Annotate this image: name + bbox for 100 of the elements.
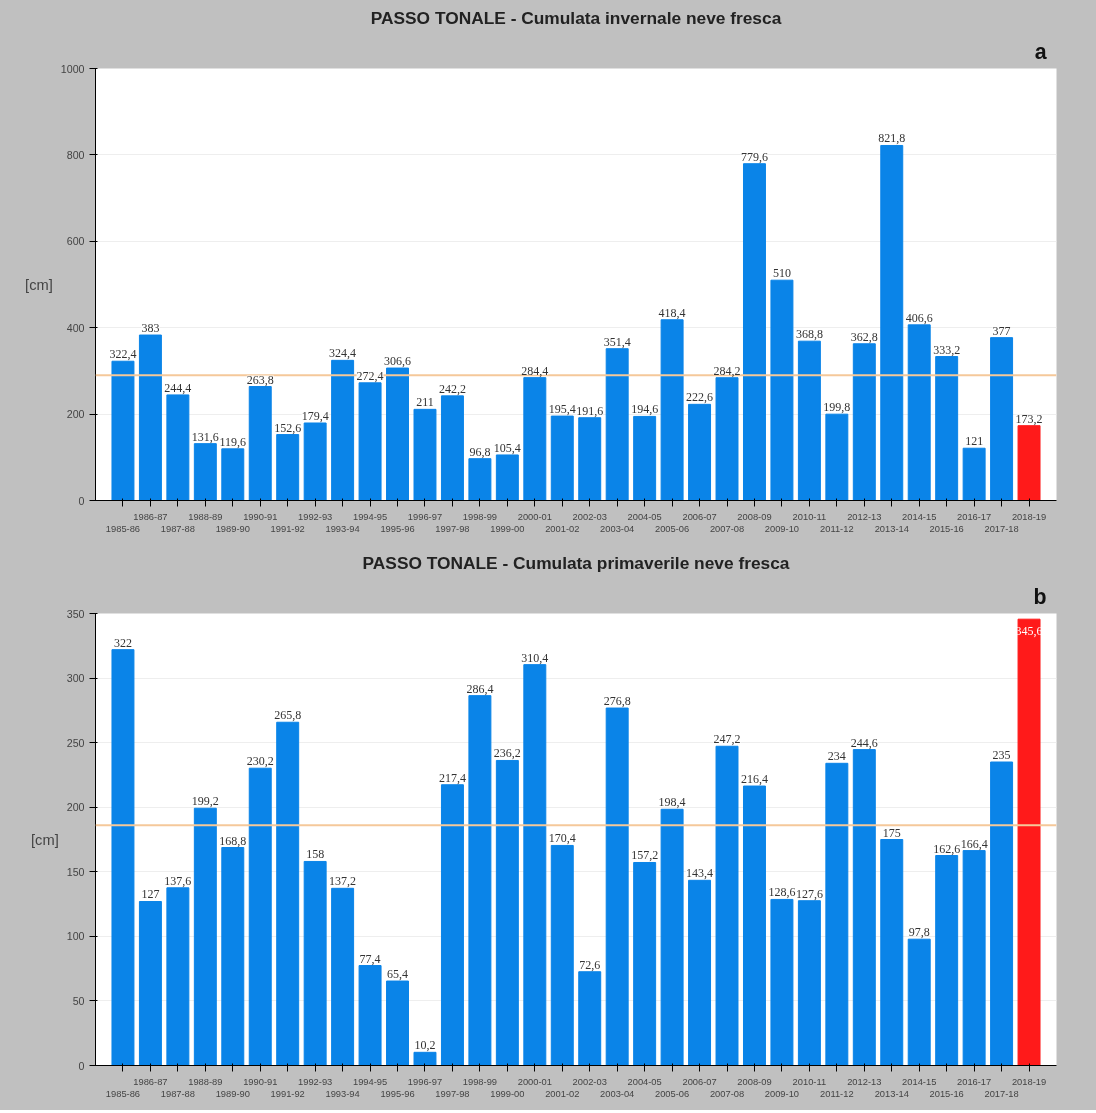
data-label: 247,2 <box>713 732 741 747</box>
data-label: 77,4 <box>359 951 381 966</box>
bar <box>331 359 355 501</box>
x-tick-label: 1994-95 <box>352 1076 388 1087</box>
data-label: 286,4 <box>466 681 494 696</box>
y-tick-label: 0 <box>78 1059 85 1072</box>
bar <box>221 847 245 1066</box>
data-label: 119,6 <box>219 434 247 449</box>
bar <box>907 324 931 501</box>
x-tick-label: 1991-92 <box>270 1088 305 1099</box>
data-label: 179,4 <box>301 409 329 423</box>
x-tick-label: 1993-94 <box>325 523 360 534</box>
data-label: 65,4 <box>387 967 409 982</box>
data-label: 137,2 <box>329 874 357 889</box>
data-label: 322,4 <box>109 347 137 362</box>
bar <box>440 784 464 1066</box>
x-tick-label: 1986-87 <box>133 511 168 522</box>
x-tick-label: 1993-94 <box>325 1088 360 1099</box>
data-label: 265,8 <box>274 708 302 723</box>
x-tick-label: 2011-12 <box>820 1088 854 1099</box>
bar <box>221 448 245 501</box>
data-label: 175 <box>882 825 901 840</box>
x-tick-label: 2007-08 <box>709 523 745 534</box>
x-tick-label: 2017-18 <box>984 523 1019 534</box>
x-tick-label: 2002-03 <box>572 1076 607 1087</box>
bar <box>303 422 327 501</box>
x-tick-label: 2016-17 <box>957 511 992 522</box>
x-tick-label: 1999-00 <box>490 523 525 534</box>
data-label: 324,4 <box>329 346 357 361</box>
data-label: 284,2 <box>713 363 741 378</box>
data-label: 230,2 <box>246 754 274 769</box>
chart-title: PASSO TONALE - Cumulata invernale neve fresca <box>370 7 782 28</box>
data-label: 97,8 <box>908 925 930 940</box>
data-label: 406,6 <box>905 310 933 325</box>
x-tick-label: 2004-05 <box>627 1076 662 1087</box>
data-label: 168,8 <box>219 833 247 848</box>
data-label: 244,6 <box>850 735 878 750</box>
y-tick-label: 0 <box>78 494 85 507</box>
bar <box>605 348 629 501</box>
y-tick-label: 250 <box>66 736 85 749</box>
bar <box>468 458 492 501</box>
data-label: 152,6 <box>274 420 302 435</box>
bar <box>386 367 410 501</box>
x-tick-label: 1999-00 <box>490 1088 525 1099</box>
bar <box>715 377 739 501</box>
y-tick-label: 600 <box>66 235 85 248</box>
x-tick-label: 2010-11 <box>792 511 827 522</box>
bar <box>468 695 492 1066</box>
y-axis-title: [cm] <box>25 276 53 293</box>
bar <box>770 279 794 501</box>
x-tick-label: 2014-15 <box>902 511 937 522</box>
data-label: 127 <box>141 887 160 902</box>
x-tick-label: 2015-16 <box>929 523 964 534</box>
x-tick-label: 1995-96 <box>380 1088 415 1099</box>
x-tick-label: 1986-87 <box>133 1076 168 1087</box>
data-label: 310,4 <box>521 650 549 665</box>
bar <box>633 861 657 1066</box>
data-label: 821,8 <box>878 131 906 146</box>
bar <box>386 980 410 1066</box>
x-tick-label: 2001-02 <box>545 523 580 534</box>
data-label: 368,8 <box>795 327 823 342</box>
data-label: 272,4 <box>356 368 384 383</box>
x-tick-label: 2016-17 <box>957 1076 992 1087</box>
data-label: 236,2 <box>493 746 521 761</box>
bar <box>852 343 876 501</box>
bar <box>248 767 272 1066</box>
data-label: 128,6 <box>768 885 796 900</box>
x-tick-label: 2018-19 <box>1011 511 1047 522</box>
x-tick-label: 1985-86 <box>105 523 141 534</box>
data-label: 166,4 <box>960 836 988 851</box>
bar <box>495 454 519 501</box>
x-tick-label: 1992-93 <box>298 1076 333 1087</box>
data-label: 234 <box>827 749 846 764</box>
x-tick-label: 2008-09 <box>737 1076 772 1087</box>
data-label: 284,4 <box>521 363 549 378</box>
x-tick-label: 2012-13 <box>847 511 882 522</box>
x-tick-label: 2005-06 <box>654 1088 690 1099</box>
x-tick-label: 2006-07 <box>682 1076 717 1087</box>
data-label: 96,8 <box>469 444 491 459</box>
x-tick-label: 1997-98 <box>435 1088 470 1099</box>
data-label: 383 <box>141 321 160 336</box>
bar <box>660 319 684 501</box>
x-tick-label: 2007-08 <box>709 1088 745 1099</box>
bar <box>495 759 519 1066</box>
y-tick-label: 350 <box>66 607 85 620</box>
x-tick-label: 1990-91 <box>243 1076 278 1087</box>
bar <box>852 749 876 1066</box>
bar <box>605 707 629 1066</box>
x-tick-label: 2003-04 <box>600 523 635 534</box>
bar <box>1017 425 1041 501</box>
data-label: 158 <box>306 847 325 862</box>
text: a <box>1034 39 1047 64</box>
x-tick-label: 2009-10 <box>764 1088 800 1099</box>
bar <box>111 360 135 501</box>
y-axis-title: [cm] <box>31 831 59 848</box>
y-tick-label: 200 <box>66 408 85 421</box>
x-tick-label: 2001-02 <box>545 1088 580 1099</box>
bar <box>166 887 190 1066</box>
x-tick-label: 2013-14 <box>874 1088 909 1099</box>
data-label: 276,8 <box>603 694 631 709</box>
